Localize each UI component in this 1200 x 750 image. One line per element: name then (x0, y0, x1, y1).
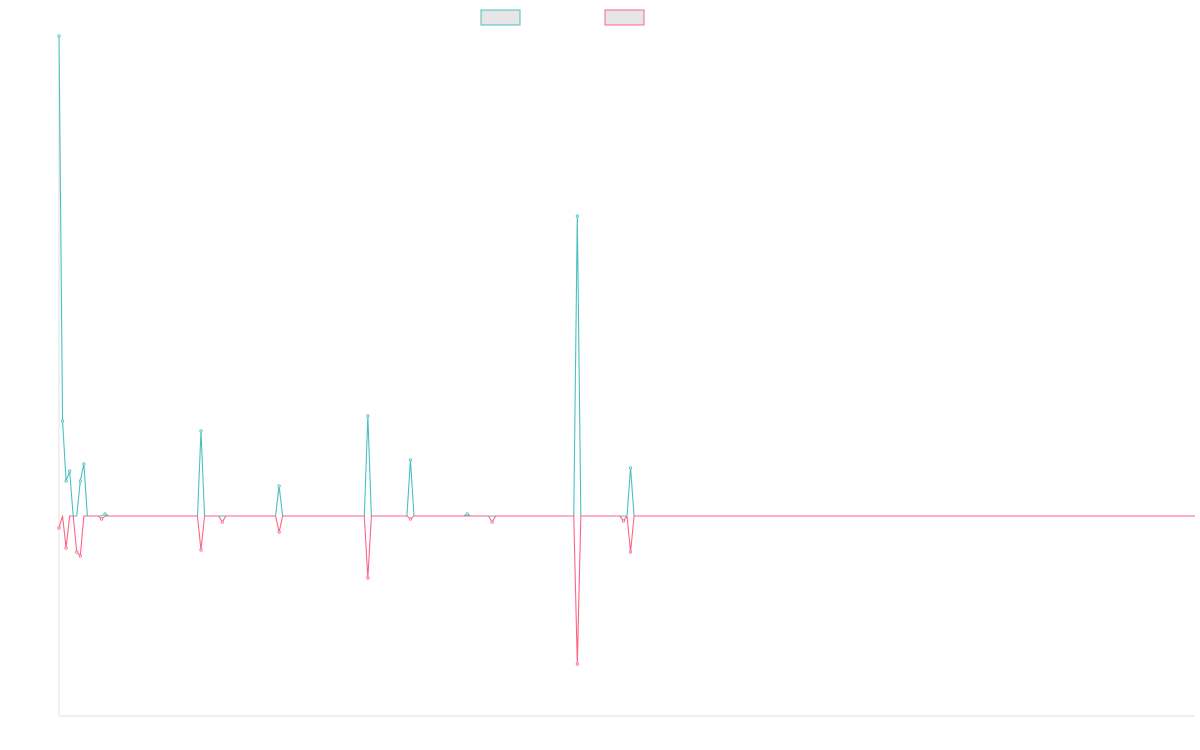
series-layer (58, 35, 1195, 665)
data-point[interactable] (575, 662, 579, 666)
data-point[interactable] (628, 466, 633, 470)
data-point[interactable] (621, 519, 626, 523)
data-point[interactable] (366, 576, 370, 580)
legend-swatch[interactable] (604, 9, 645, 26)
data-point[interactable] (75, 550, 79, 554)
data-point[interactable] (490, 520, 494, 524)
data-point[interactable] (575, 214, 579, 218)
data-point[interactable] (64, 546, 68, 550)
data-point[interactable] (82, 462, 86, 466)
data-point[interactable] (465, 512, 469, 516)
marker-layer (57, 34, 633, 666)
data-point[interactable] (366, 414, 370, 418)
series-line-1[interactable] (58, 35, 1195, 517)
series-line-2[interactable] (58, 515, 1195, 665)
data-point[interactable] (103, 512, 107, 516)
data-point[interactable] (408, 517, 413, 521)
axes (58, 36, 1195, 717)
data-point[interactable] (277, 484, 281, 488)
data-point[interactable] (628, 550, 633, 554)
data-point[interactable] (408, 458, 413, 462)
data-point[interactable] (64, 479, 68, 483)
data-point[interactable] (57, 34, 61, 38)
data-point[interactable] (199, 548, 203, 552)
data-point[interactable] (199, 429, 203, 433)
legend-item-2[interactable] (604, 9, 645, 26)
data-point[interactable] (100, 517, 104, 521)
data-point[interactable] (220, 520, 224, 524)
legend (480, 9, 645, 26)
data-point[interactable] (277, 530, 281, 534)
data-point[interactable] (57, 526, 61, 530)
legend-item-1[interactable] (480, 9, 521, 26)
data-point[interactable] (78, 554, 82, 558)
data-point[interactable] (78, 479, 82, 483)
data-point[interactable] (60, 419, 65, 423)
data-point[interactable] (68, 469, 72, 473)
legend-swatch[interactable] (480, 9, 521, 26)
